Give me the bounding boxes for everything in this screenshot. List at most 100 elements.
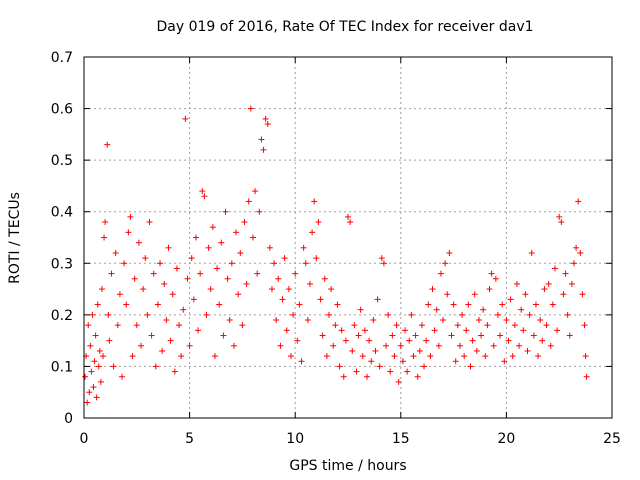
data-point [186, 342, 193, 349]
data-point [486, 286, 493, 293]
data-point [302, 260, 309, 267]
data-point [133, 322, 140, 329]
data-point [351, 322, 358, 329]
data-point [142, 255, 149, 262]
data-point [499, 301, 506, 308]
data-point [266, 244, 273, 251]
data-point [129, 353, 136, 360]
data-point [304, 317, 311, 324]
data-point [97, 378, 104, 385]
data-point [404, 368, 411, 375]
data-point [230, 342, 237, 349]
data-point [414, 373, 421, 380]
data-point [321, 275, 328, 282]
y-tick-label: 0.7 [51, 50, 73, 66]
data-point [86, 389, 93, 396]
data-point [336, 363, 343, 370]
data-point [425, 301, 432, 308]
data-point [545, 280, 552, 287]
data-point [93, 394, 100, 401]
data-point [157, 260, 164, 267]
data-point [298, 358, 305, 365]
data-point [380, 260, 387, 267]
data-point [273, 317, 280, 324]
data-point [454, 322, 461, 329]
data-point [431, 327, 438, 334]
data-point [192, 234, 199, 241]
data-point [421, 363, 428, 370]
data-point [490, 342, 497, 349]
data-point [178, 353, 185, 360]
data-point [195, 327, 202, 334]
data-point [383, 342, 390, 349]
data-point [92, 332, 99, 339]
data-point [395, 378, 402, 385]
data-point [459, 311, 466, 318]
data-point [319, 332, 326, 339]
data-point [359, 353, 366, 360]
x-axis-tick-labels: 0 5 10 15 20 25 [80, 431, 621, 447]
data-point [484, 322, 491, 329]
data-point [254, 270, 261, 277]
data-point [98, 286, 105, 293]
data-point [370, 317, 377, 324]
data-point [108, 270, 115, 277]
plot-frame [83, 56, 613, 419]
data-point [171, 368, 178, 375]
data-point [180, 306, 187, 313]
data-point [123, 301, 130, 308]
data-point [494, 311, 501, 318]
data-point [264, 121, 271, 128]
data-point [516, 342, 523, 349]
data-point [582, 353, 589, 360]
data-point [201, 193, 208, 200]
data-point [311, 198, 318, 205]
data-point [469, 337, 476, 344]
data-point [224, 275, 231, 282]
y-tick-label: 0.4 [51, 205, 73, 221]
data-point [518, 306, 525, 313]
data-point [260, 146, 267, 153]
data-point [364, 373, 371, 380]
data-point [325, 311, 332, 318]
data-point [509, 353, 516, 360]
data-point [501, 358, 508, 365]
data-point [131, 275, 138, 282]
data-point [547, 342, 554, 349]
data-point [418, 322, 425, 329]
data-point [281, 255, 288, 262]
data-point [287, 353, 294, 360]
data-point [82, 373, 89, 380]
data-point [423, 337, 430, 344]
data-point [492, 275, 499, 282]
data-point [233, 229, 240, 236]
data-point [558, 219, 565, 226]
data-point [353, 368, 360, 375]
data-point [222, 208, 229, 215]
chart-title: Day 019 of 2016, Rate Of TEC Index for r… [156, 19, 533, 35]
data-point [285, 286, 292, 293]
data-point [205, 244, 212, 251]
data-point [374, 296, 381, 303]
data-point [309, 229, 316, 236]
data-point [290, 311, 297, 318]
data-point [102, 219, 109, 226]
data-point [87, 342, 94, 349]
data-point [357, 306, 364, 313]
data-point [461, 353, 468, 360]
data-point [473, 347, 480, 354]
data-point [387, 368, 394, 375]
data-point [446, 249, 453, 256]
data-point [283, 327, 290, 334]
x-axis-label: GPS time / hours [289, 458, 406, 474]
data-point [378, 255, 385, 262]
data-point [226, 317, 233, 324]
data-point [520, 327, 527, 334]
data-point [241, 219, 248, 226]
y-tick-label: 0.2 [51, 308, 73, 324]
data-point [154, 301, 161, 308]
data-point [176, 322, 183, 329]
data-point [300, 244, 307, 251]
data-point [207, 286, 214, 293]
data-point [328, 286, 335, 293]
